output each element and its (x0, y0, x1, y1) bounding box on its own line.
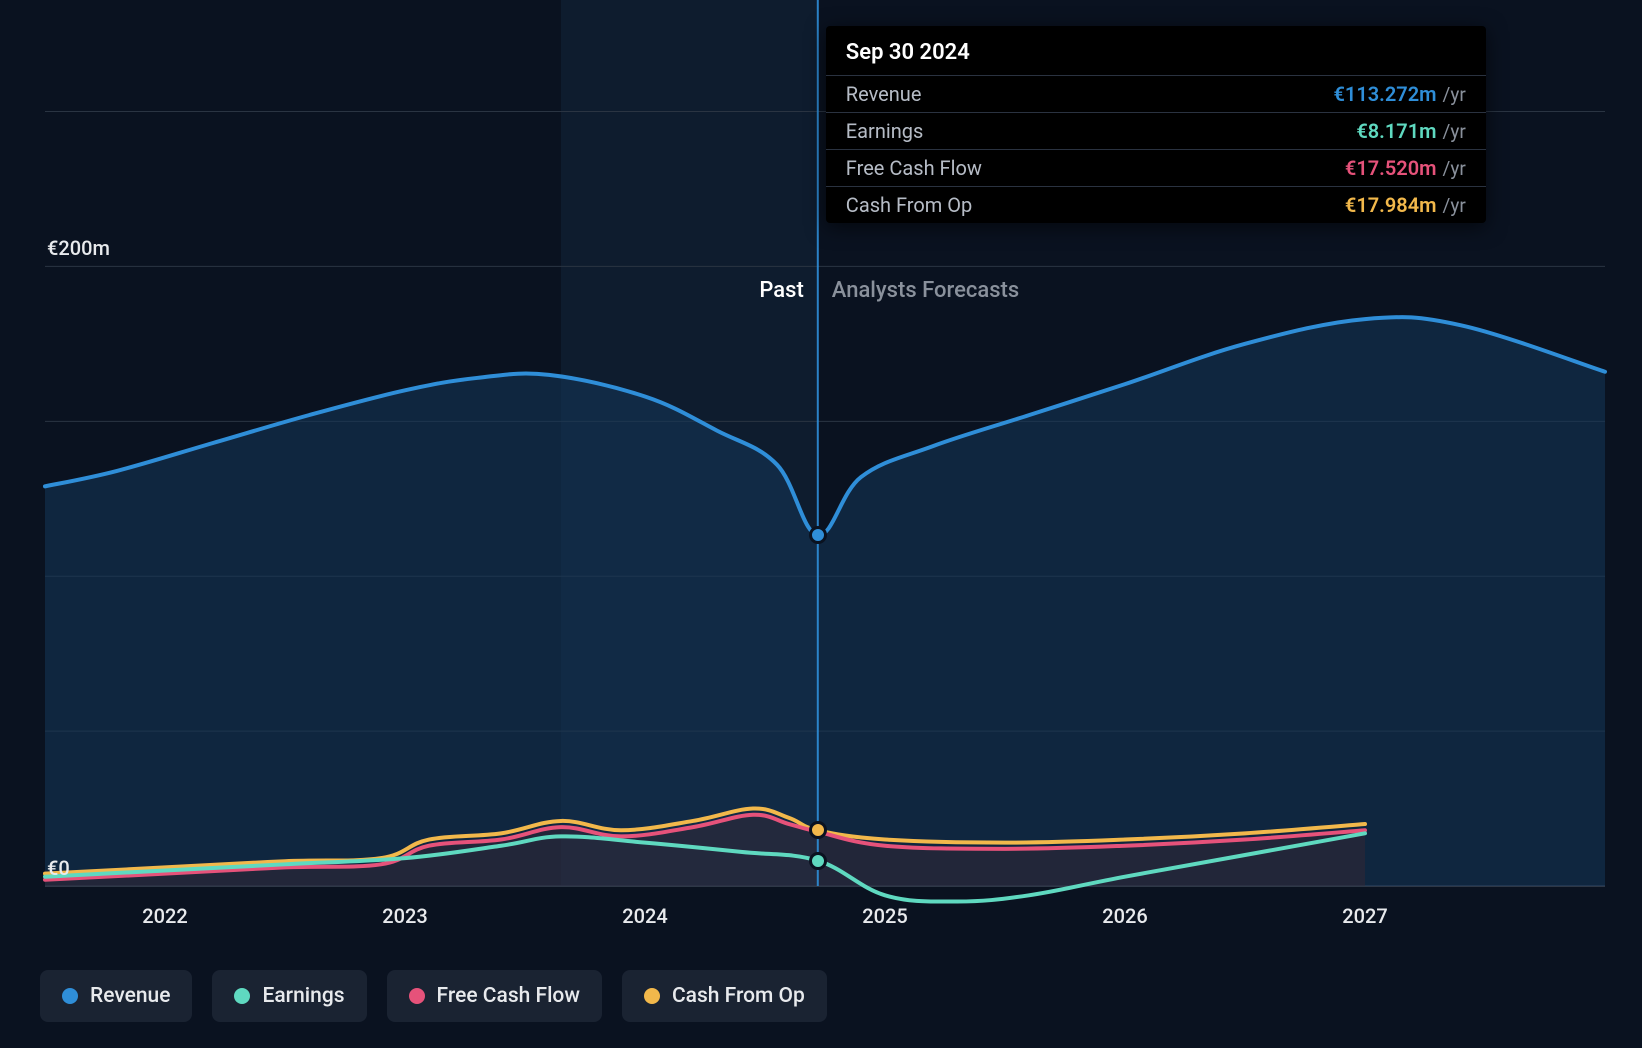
legend-item[interactable]: Revenue (40, 970, 192, 1022)
tooltip-row-value: €8.171m (1356, 119, 1436, 143)
tooltip-row: Free Cash Flow€17.520m/yr (826, 149, 1486, 186)
tooltip-row-unit: /yr (1443, 194, 1466, 217)
legend-item[interactable]: Earnings (212, 970, 366, 1022)
x-axis-label: 2022 (142, 904, 187, 928)
y-axis-label: €0 (47, 856, 70, 880)
tooltip-date: Sep 30 2024 (826, 34, 1486, 75)
tooltip-row-label: Earnings (846, 119, 1357, 143)
legend-item-label: Earnings (262, 984, 344, 1008)
chart-marker-dot (809, 821, 827, 839)
chart-marker-dot (809, 852, 827, 870)
tooltip-row-value: €17.520m (1345, 156, 1437, 180)
x-axis-label: 2025 (862, 904, 907, 928)
legend-dot-icon (644, 988, 660, 1004)
tooltip-row-value: €17.984m (1345, 193, 1437, 217)
legend-item[interactable]: Free Cash Flow (387, 970, 602, 1022)
chart-marker-dot (809, 526, 827, 544)
legend-item-label: Cash From Op (672, 984, 805, 1008)
chart-tooltip: Sep 30 2024 Revenue€113.272m/yrEarnings€… (826, 26, 1486, 223)
tooltip-row: Earnings€8.171m/yr (826, 112, 1486, 149)
x-axis-label: 2023 (382, 904, 427, 928)
tooltip-row: Revenue€113.272m/yr (826, 75, 1486, 112)
section-label-forecast: Analysts Forecasts (832, 278, 1019, 303)
legend-item-label: Free Cash Flow (437, 984, 580, 1008)
tooltip-row-label: Cash From Op (846, 193, 1345, 217)
chart-legend: Revenue Earnings Free Cash Flow Cash From O… (40, 970, 827, 1022)
tooltip-row-unit: /yr (1443, 83, 1466, 106)
tooltip-row-label: Revenue (846, 82, 1334, 106)
legend-dot-icon (409, 988, 425, 1004)
tooltip-row-label: Free Cash Flow (846, 156, 1345, 180)
tooltip-row-unit: /yr (1443, 157, 1466, 180)
x-axis-label: 2027 (1342, 904, 1387, 928)
finance-chart[interactable]: €200m €0 2022 2023 2024 2025 2026 2027 Past An… (0, 0, 1642, 1048)
x-axis-label: 2026 (1102, 904, 1147, 928)
legend-dot-icon (62, 988, 78, 1004)
section-label-past: Past (759, 278, 803, 303)
legend-item[interactable]: Cash From Op (622, 970, 827, 1022)
legend-dot-icon (234, 988, 250, 1004)
tooltip-row-unit: /yr (1443, 120, 1466, 143)
tooltip-row-value: €113.272m (1333, 82, 1436, 106)
legend-item-label: Revenue (90, 984, 170, 1008)
x-axis-label: 2024 (622, 904, 667, 928)
tooltip-row: Cash From Op€17.984m/yr (826, 186, 1486, 223)
y-axis-label: €200m (47, 236, 110, 260)
